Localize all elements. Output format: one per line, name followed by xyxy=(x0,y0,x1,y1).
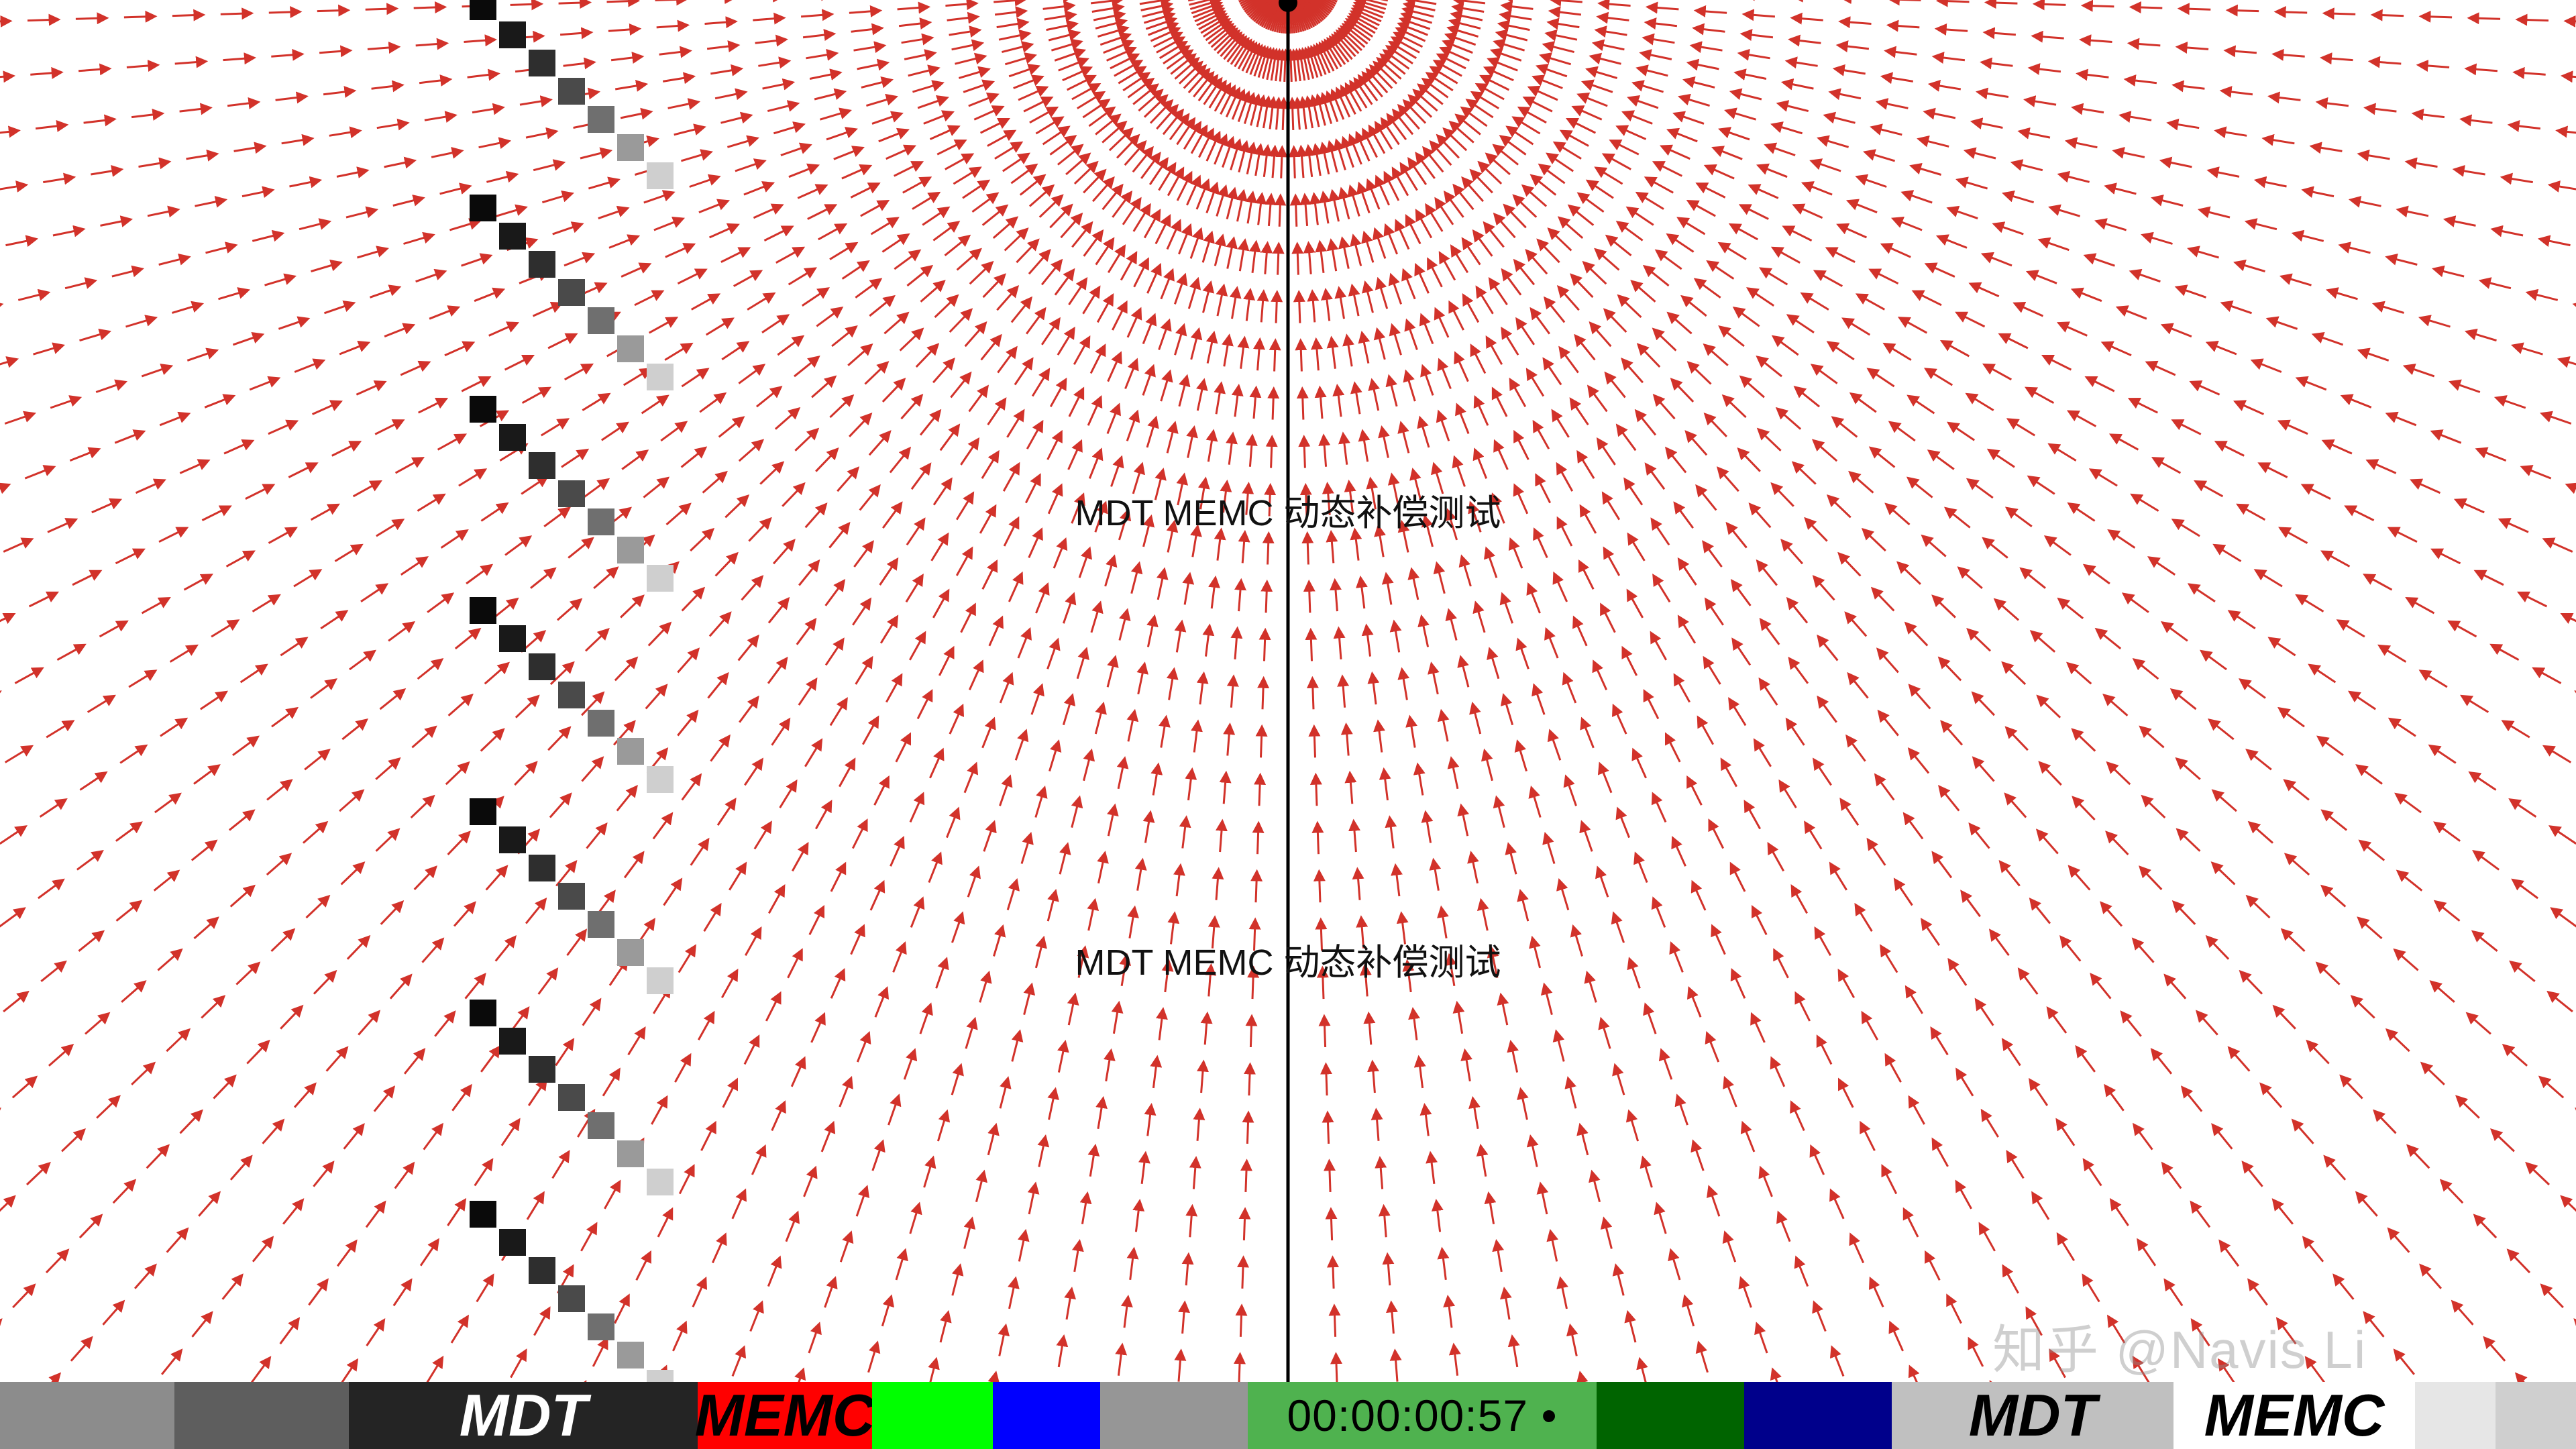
center-title-0: MDT MEMC 动态补偿测试 xyxy=(1075,483,1501,536)
stair-square xyxy=(588,911,614,938)
stair-square xyxy=(470,597,496,624)
stair-square xyxy=(470,798,496,825)
colorbar-seg-13 xyxy=(2496,1382,2576,1449)
colorbar-label: MDT xyxy=(1969,1381,2097,1449)
stair-square xyxy=(558,279,585,306)
stair-square xyxy=(588,307,614,334)
stair-square xyxy=(529,855,555,881)
stair-square xyxy=(529,50,555,76)
stair-square xyxy=(617,939,644,966)
stair-square xyxy=(499,1028,526,1055)
stair-square xyxy=(647,364,674,390)
stair-square xyxy=(529,452,555,479)
stair-square xyxy=(647,565,674,592)
stair-square xyxy=(588,106,614,133)
vector-field xyxy=(0,0,2576,1449)
stair-square xyxy=(558,480,585,507)
stair-square xyxy=(617,1140,644,1167)
stair-square xyxy=(470,0,496,20)
colorbar-label: MEMC xyxy=(695,1381,875,1449)
stair-square xyxy=(558,78,585,105)
stair-square xyxy=(470,396,496,423)
color-bar: MDT MEMC 00:00:00:57 • MDT MEMC xyxy=(0,1382,2576,1449)
stair-square xyxy=(647,967,674,994)
stair-square xyxy=(470,195,496,221)
stair-square xyxy=(499,21,526,48)
watermark-text: 知乎 @Navis Li xyxy=(1992,1308,2367,1383)
timecode-label: 00:00:00:57 • xyxy=(1287,1390,1557,1441)
colorbar-seg-0 xyxy=(0,1382,174,1449)
colorbar-seg-3: MEMC xyxy=(698,1382,872,1449)
colorbar-seg-12 xyxy=(2415,1382,2496,1449)
stair-square xyxy=(499,424,526,451)
stair-square xyxy=(588,710,614,737)
stair-square xyxy=(470,1000,496,1026)
colorbar-seg-2: MDT xyxy=(349,1382,698,1449)
stair-square xyxy=(529,1056,555,1083)
stair-square xyxy=(588,1313,614,1340)
stair-square xyxy=(558,1084,585,1111)
colorbar-seg-1 xyxy=(174,1382,349,1449)
colorbar-seg-7: 00:00:00:57 • xyxy=(1248,1382,1597,1449)
stair-square xyxy=(647,766,674,793)
colorbar-seg-4 xyxy=(872,1382,993,1449)
stair-square xyxy=(499,223,526,250)
stair-square xyxy=(529,653,555,680)
stair-square xyxy=(588,1112,614,1139)
stair-square xyxy=(499,625,526,652)
stair-square xyxy=(617,335,644,362)
stair-square xyxy=(499,1229,526,1256)
colorbar-label: MDT xyxy=(460,1381,588,1449)
stair-square xyxy=(588,508,614,535)
center-title-1: MDT MEMC 动态补偿测试 xyxy=(1075,932,1501,985)
stair-square xyxy=(558,1285,585,1312)
colorbar-seg-11: MEMC xyxy=(2174,1382,2415,1449)
colorbar-seg-10: MDT xyxy=(1892,1382,2174,1449)
stair-square xyxy=(617,1342,644,1368)
colorbar-seg-8 xyxy=(1597,1382,1744,1449)
stair-square xyxy=(617,134,644,161)
colorbar-seg-5 xyxy=(993,1382,1100,1449)
stair-square xyxy=(529,1257,555,1284)
stair-square xyxy=(529,251,555,278)
stair-square xyxy=(647,162,674,189)
colorbar-label: MEMC xyxy=(2204,1381,2385,1449)
stair-square xyxy=(617,537,644,564)
colorbar-seg-6 xyxy=(1100,1382,1248,1449)
stair-square xyxy=(499,826,526,853)
stair-square xyxy=(558,883,585,910)
stair-square xyxy=(617,738,644,765)
stair-square xyxy=(647,1169,674,1195)
stair-square xyxy=(558,682,585,708)
test-pattern-canvas xyxy=(0,0,2576,1449)
colorbar-seg-9 xyxy=(1744,1382,1892,1449)
stair-square xyxy=(470,1201,496,1228)
